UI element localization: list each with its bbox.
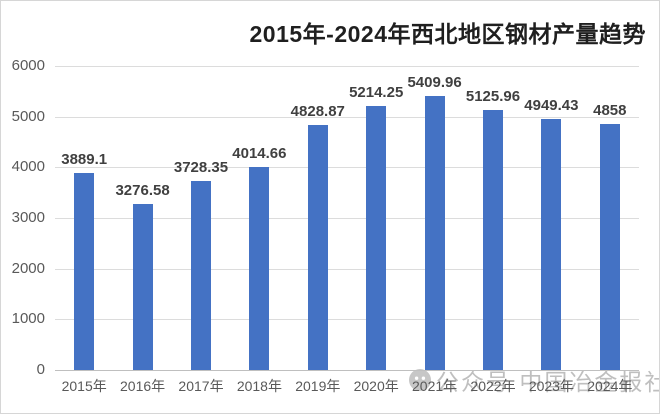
x-tick-label: 2024年 bbox=[587, 378, 633, 394]
gridline bbox=[55, 268, 639, 270]
chart-title: 2015年-2024年西北地区钢材产量趋势 bbox=[249, 21, 646, 47]
bar-data-label: 3728.35 bbox=[173, 159, 229, 177]
x-tick-label: 2020年 bbox=[353, 378, 399, 394]
bar-data-label: 4858 bbox=[593, 101, 627, 119]
bar-data-label: 4949.43 bbox=[524, 97, 579, 115]
bar bbox=[132, 203, 153, 370]
bar-data-label: 5214.25 bbox=[349, 83, 404, 101]
y-tick-label: 1000 bbox=[11, 310, 45, 328]
x-axis-line bbox=[55, 370, 639, 371]
y-tick-label: 6000 bbox=[11, 57, 45, 74]
x-tick-label: 2018年 bbox=[236, 378, 282, 394]
y-tick-label: 4000 bbox=[11, 158, 45, 176]
bar-data-label: 4828.87 bbox=[290, 103, 345, 121]
bar bbox=[74, 172, 95, 370]
bar bbox=[424, 95, 445, 370]
x-tick-label: 2017年 bbox=[178, 378, 224, 394]
bar-data-label: 3889.1 bbox=[61, 150, 108, 168]
watermark: 公众号 中国冶金报社 bbox=[409, 363, 660, 397]
bar bbox=[483, 110, 503, 370]
y-tick-label: 5000 bbox=[11, 107, 45, 125]
x-tick-label: 2021年 bbox=[412, 378, 458, 394]
bar bbox=[599, 123, 620, 370]
x-tick-label: 2023年 bbox=[528, 378, 574, 394]
y-tick-label: 3000 bbox=[11, 209, 45, 226]
gridline bbox=[55, 319, 639, 321]
gridline bbox=[55, 218, 639, 219]
y-tick-label: 0 bbox=[36, 361, 45, 378]
bar bbox=[191, 181, 211, 370]
wechat-icon bbox=[409, 369, 431, 391]
bar-data-label: 4014.66 bbox=[232, 144, 287, 162]
bar-data-label: 5125.96 bbox=[465, 88, 521, 106]
bar bbox=[307, 125, 328, 370]
x-tick-label: 2015年 bbox=[61, 378, 107, 394]
x-tick-label: 2022年 bbox=[470, 378, 516, 394]
x-tick-label: 2016年 bbox=[120, 378, 166, 394]
gridline bbox=[55, 167, 639, 169]
y-tick-label: 2000 bbox=[11, 259, 45, 277]
gridline bbox=[55, 116, 639, 118]
bar-data-label: 5409.96 bbox=[407, 73, 462, 91]
bar bbox=[249, 166, 270, 370]
bar bbox=[541, 119, 562, 370]
bar bbox=[366, 105, 387, 370]
watermark-text: 公众号 中国冶金报社 bbox=[436, 369, 660, 395]
gridline bbox=[55, 66, 639, 67]
bar-data-label: 3276.58 bbox=[115, 181, 170, 199]
x-tick-label: 2019年 bbox=[295, 378, 341, 394]
